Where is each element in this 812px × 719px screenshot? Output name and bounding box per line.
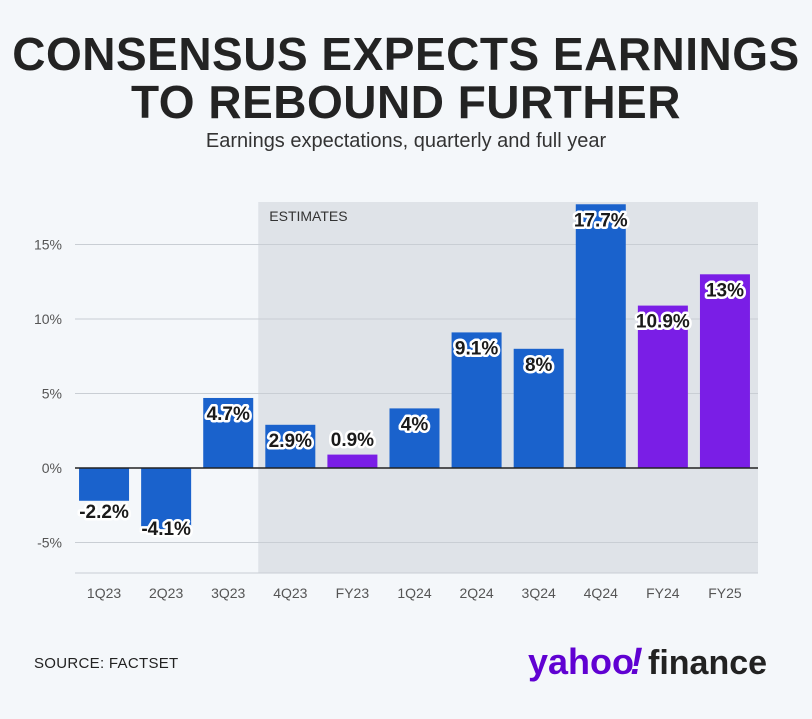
logo-yahoo-text: yahoo bbox=[528, 641, 634, 682]
data-label: 9.1% bbox=[455, 338, 498, 359]
x-tick-label: 4Q23 bbox=[273, 585, 307, 601]
data-label: 8% bbox=[525, 355, 553, 376]
bar bbox=[575, 204, 626, 468]
bar bbox=[265, 424, 316, 468]
y-tick-label: 10% bbox=[34, 311, 62, 327]
logo-finance-text: finance bbox=[648, 644, 767, 682]
source-note: SOURCE: FACTSET bbox=[34, 655, 179, 672]
data-label: -2.2% bbox=[79, 502, 129, 523]
x-tick-label: 3Q23 bbox=[211, 585, 245, 601]
chart-subtitle: Earnings expectations, quarterly and ful… bbox=[205, 130, 607, 152]
y-tick-label: 15% bbox=[34, 237, 62, 253]
x-tick-label: 2Q24 bbox=[459, 585, 493, 601]
x-tick-label: FY23 bbox=[336, 585, 370, 601]
x-tick-label: 3Q24 bbox=[522, 585, 556, 601]
x-tick-label: FY25 bbox=[708, 585, 742, 601]
data-label: 2.9% bbox=[269, 431, 312, 452]
bar bbox=[327, 454, 378, 468]
x-tick-label: 1Q24 bbox=[397, 585, 431, 601]
data-label: -4.1% bbox=[141, 519, 191, 540]
bar bbox=[203, 397, 254, 468]
data-label: 4.7% bbox=[207, 404, 250, 425]
data-label: 13% bbox=[706, 280, 744, 301]
x-tick-label: 1Q23 bbox=[87, 585, 121, 601]
bar bbox=[451, 332, 502, 468]
logo-mark: ! bbox=[630, 641, 643, 683]
earnings-bar-chart: ESTIMATES -5% 0% 5% 10% 15% -2.2% -4.1% 4.7% 2.9%… bbox=[34, 202, 758, 601]
x-tick-label: 2Q23 bbox=[149, 585, 183, 601]
data-label: 4% bbox=[401, 414, 429, 435]
y-tick-label: 0% bbox=[42, 460, 62, 476]
y-tick-label: 5% bbox=[42, 386, 62, 402]
data-label: 17.7% bbox=[574, 210, 628, 231]
data-label: 0.9% bbox=[331, 430, 374, 451]
chart-title: CONSENSUS EXPECTS EARNINGS TO REBOUND FU… bbox=[12, 28, 800, 128]
bar bbox=[389, 408, 440, 468]
bar bbox=[141, 468, 192, 530]
yahoo-finance-logo: yahoo ! finance bbox=[528, 641, 767, 683]
data-label: 10.9% bbox=[636, 312, 690, 333]
x-tick-label: FY24 bbox=[646, 585, 680, 601]
y-tick-label: -5% bbox=[37, 535, 62, 551]
bar bbox=[79, 468, 130, 501]
bar bbox=[699, 274, 750, 468]
bar bbox=[513, 348, 564, 468]
bar bbox=[637, 305, 688, 468]
estimates-label: ESTIMATES bbox=[269, 208, 347, 224]
x-tick-label: 4Q24 bbox=[584, 585, 618, 601]
